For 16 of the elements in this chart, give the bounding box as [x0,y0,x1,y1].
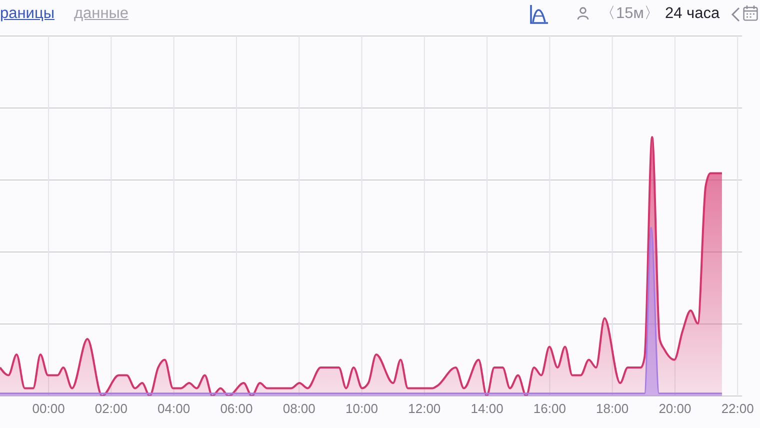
x-tick-label: 02:00 [94,401,128,416]
x-tick-label: 08:00 [282,401,316,416]
x-tick-label: 10:00 [345,401,378,416]
x-tick-label: 14:00 [470,401,504,416]
x-tick-label: 16:00 [533,401,566,416]
x-tick-label: 04:00 [158,401,190,416]
x-tick-label: 12:00 [408,401,441,416]
text: раницы [0,4,54,24]
x-tick-label: 18:00 [596,401,629,416]
text: 24 часа [665,4,720,24]
text: 〈15м〉 [600,4,660,24]
text: данные [74,4,129,24]
x-tick-label: 06:00 [220,401,253,416]
x-tick-label: 22:00 [721,401,754,416]
x-tick-label: 20:00 [658,401,692,416]
x-tick-label: 00:00 [32,401,65,416]
